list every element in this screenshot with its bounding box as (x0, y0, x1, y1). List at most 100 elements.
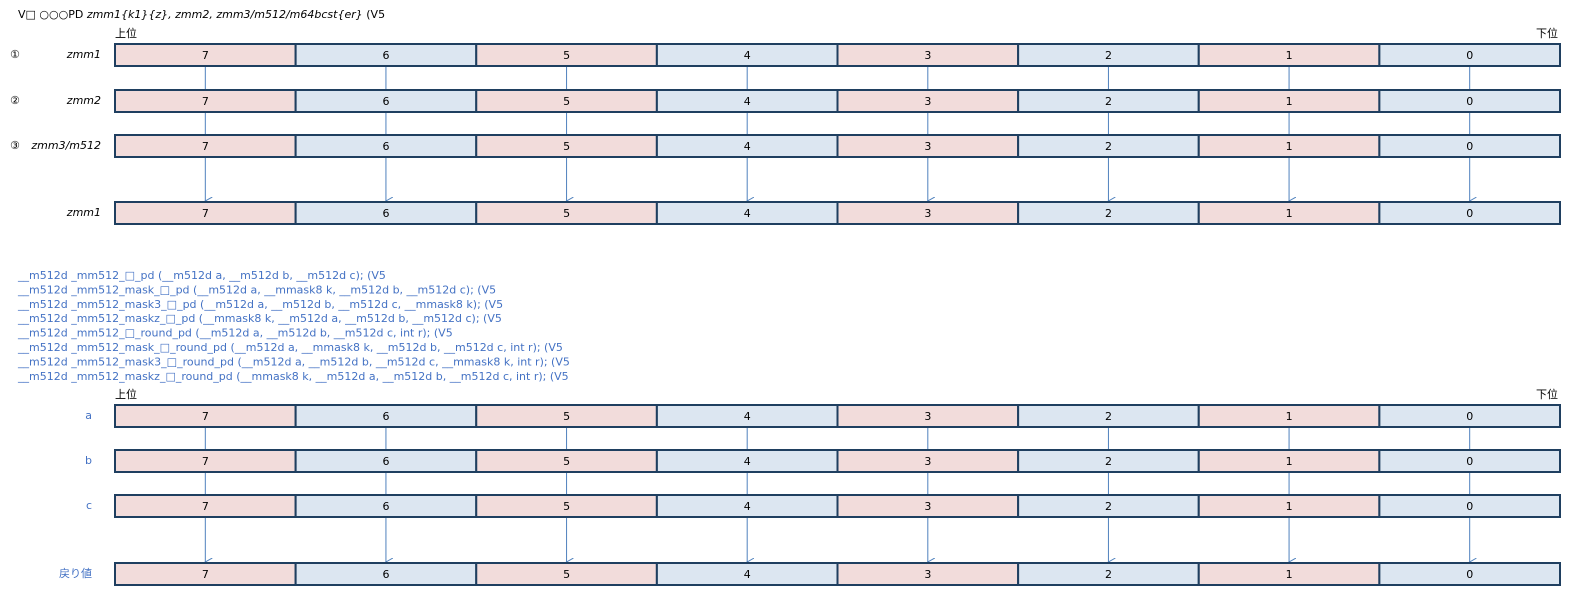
cell-label: 4 (744, 49, 751, 62)
cell-label: 2 (1105, 500, 1112, 513)
row-label: zmm3/m512 (30, 139, 101, 152)
register-cell (1378, 201, 1561, 225)
cell-label: 0 (1466, 140, 1473, 153)
cell-label: 0 (1466, 500, 1473, 513)
cell-label: 5 (563, 140, 570, 153)
cell-label: 5 (563, 207, 570, 220)
intrinsic-line: __m512d _mm512_maskz_□_pd (__mmask8 k, _… (17, 312, 502, 325)
cell-label: 5 (563, 568, 570, 581)
cell-label: 2 (1105, 568, 1112, 581)
cell-label: 6 (382, 207, 389, 220)
cell-label: 7 (202, 207, 209, 220)
register-cell (1378, 494, 1561, 518)
intrinsic-line: __m512d _mm512_mask_□_round_pd (__m512d … (17, 341, 563, 354)
cell-label: 5 (563, 410, 570, 423)
cell-label: 5 (563, 455, 570, 468)
lower-label: 下位 (1536, 387, 1558, 401)
intrinsic-line: __m512d _mm512_mask3_□_round_pd (__m512d… (17, 355, 570, 368)
cell-label: 3 (924, 140, 931, 153)
row-label: zmm2 (66, 94, 101, 107)
title-extension: (V5 (366, 8, 385, 21)
cell-label: 4 (744, 500, 751, 513)
cell-label: 6 (382, 500, 389, 513)
row-label: c (86, 499, 92, 512)
cell-label: 4 (744, 95, 751, 108)
cell-label: 3 (924, 500, 931, 513)
cell-label: 1 (1286, 500, 1293, 513)
cell-label: 0 (1466, 49, 1473, 62)
row-marker: ① (10, 48, 20, 61)
upper-label: 上位 (115, 26, 137, 40)
cell-label: 2 (1105, 455, 1112, 468)
intrinsic-line: __m512d _mm512_□_pd (__m512d a, __m512d … (17, 269, 386, 282)
register-cell (1378, 43, 1561, 67)
cell-label: 7 (202, 455, 209, 468)
cell-label: 7 (202, 500, 209, 513)
row-label: zmm1 (66, 48, 101, 61)
row-marker: ③ (10, 139, 20, 152)
cell-label: 1 (1286, 410, 1293, 423)
cell-label: 5 (563, 95, 570, 108)
cell-label: 1 (1286, 95, 1293, 108)
title-operands: zmm1{k1}{z}, zmm2, zmm3/m512/m64bcst{er} (86, 8, 363, 21)
cell-label: 6 (382, 95, 389, 108)
cell-label: 7 (202, 49, 209, 62)
cell-label: 4 (744, 140, 751, 153)
row-label: 戻り値 (59, 567, 92, 580)
cell-label: 5 (563, 49, 570, 62)
intrinsic-line: __m512d _mm512_maskz_□_round_pd (__mmask… (17, 370, 569, 383)
row-label: zmm1 (66, 206, 101, 219)
cell-label: 3 (924, 568, 931, 581)
cell-label: 2 (1105, 49, 1112, 62)
cell-label: 7 (202, 140, 209, 153)
upper-label: 上位 (115, 387, 137, 401)
cell-label: 3 (924, 410, 931, 423)
cell-label: 3 (924, 49, 931, 62)
cell-label: 7 (202, 95, 209, 108)
cell-label: 0 (1466, 455, 1473, 468)
cell-label: 6 (382, 140, 389, 153)
register-cell (1378, 562, 1561, 586)
cell-label: 7 (202, 568, 209, 581)
cell-label: 6 (382, 49, 389, 62)
cell-label: 2 (1105, 410, 1112, 423)
cell-label: 4 (744, 410, 751, 423)
row-label: b (85, 454, 92, 467)
cell-label: 0 (1466, 95, 1473, 108)
cell-label: 1 (1286, 49, 1293, 62)
cell-label: 2 (1105, 95, 1112, 108)
cell-label: 0 (1466, 410, 1473, 423)
cell-label: 3 (924, 455, 931, 468)
cell-label: 1 (1286, 140, 1293, 153)
cell-label: 4 (744, 455, 751, 468)
cell-label: 6 (382, 410, 389, 423)
cell-label: 4 (744, 568, 751, 581)
title: V□ ○○○PD zmm1{k1}{z}, zmm2, zmm3/m512/m6… (18, 8, 385, 21)
cell-label: 1 (1286, 568, 1293, 581)
cell-label: 5 (563, 500, 570, 513)
cell-label: 0 (1466, 207, 1473, 220)
cell-label: 4 (744, 207, 751, 220)
register-cell (1378, 404, 1561, 428)
row-marker: ② (10, 94, 20, 107)
cell-label: 0 (1466, 568, 1473, 581)
cell-label: 3 (924, 95, 931, 108)
cell-label: 7 (202, 410, 209, 423)
intrinsic-line: __m512d _mm512_mask3_□_pd (__m512d a, __… (17, 298, 503, 311)
row-label: a (85, 409, 92, 422)
intrinsic-line: __m512d _mm512_mask_□_pd (__m512d a, __m… (17, 283, 496, 296)
register-cell (1378, 89, 1561, 113)
register-cell (1378, 449, 1561, 473)
cell-label: 6 (382, 568, 389, 581)
intrinsic-line: __m512d _mm512_□_round_pd (__m512d a, __… (17, 327, 453, 340)
cell-label: 6 (382, 455, 389, 468)
lower-label: 下位 (1536, 26, 1558, 40)
cell-label: 1 (1286, 455, 1293, 468)
cell-label: 2 (1105, 207, 1112, 220)
title-mnemonic: V□ ○○○PD (18, 8, 83, 21)
cell-label: 3 (924, 207, 931, 220)
register-cell (1378, 134, 1561, 158)
cell-label: 2 (1105, 140, 1112, 153)
